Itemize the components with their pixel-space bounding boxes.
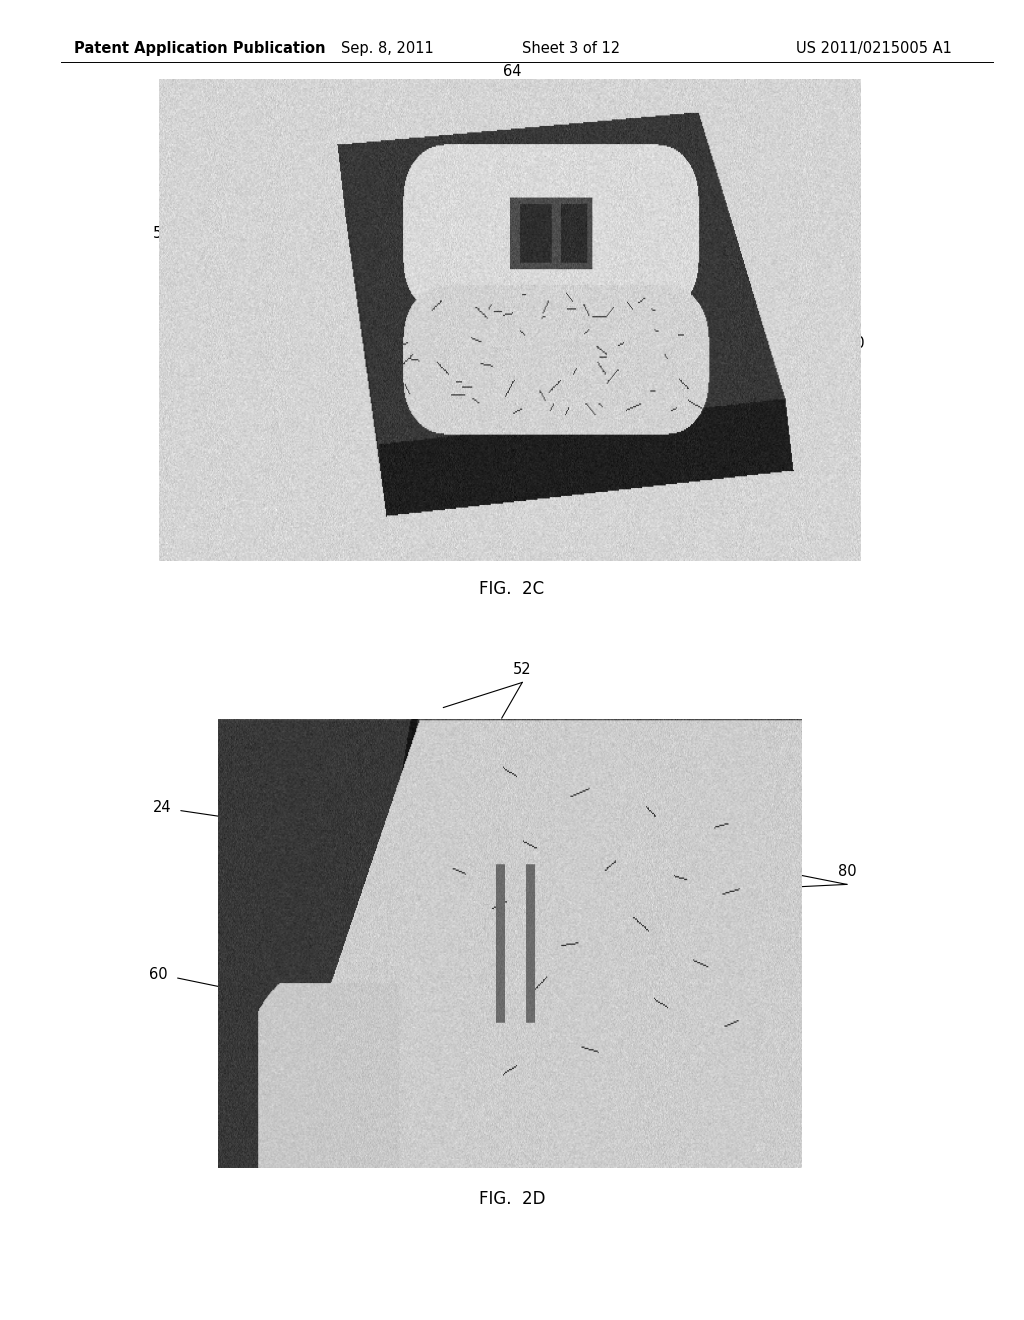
- Text: 80: 80: [846, 335, 864, 351]
- Text: 48: 48: [800, 392, 818, 408]
- Text: 24: 24: [165, 470, 183, 486]
- Text: FIG.  2D: FIG. 2D: [479, 1189, 545, 1208]
- Text: Patent Application Publication: Patent Application Publication: [74, 41, 326, 55]
- Text: 52: 52: [153, 226, 171, 242]
- Text: 80: 80: [838, 863, 856, 879]
- Text: 20: 20: [170, 157, 188, 173]
- Text: 24: 24: [153, 800, 171, 816]
- Text: 64: 64: [503, 63, 521, 79]
- Text: US 2011/0215005 A1: US 2011/0215005 A1: [797, 41, 952, 55]
- Text: FIG.  2C: FIG. 2C: [479, 579, 545, 598]
- Text: 60: 60: [228, 88, 247, 104]
- Text: 60: 60: [150, 966, 168, 982]
- Text: 52: 52: [513, 661, 531, 677]
- Text: Sheet 3 of 12: Sheet 3 of 12: [522, 41, 621, 55]
- Text: Sep. 8, 2011: Sep. 8, 2011: [341, 41, 433, 55]
